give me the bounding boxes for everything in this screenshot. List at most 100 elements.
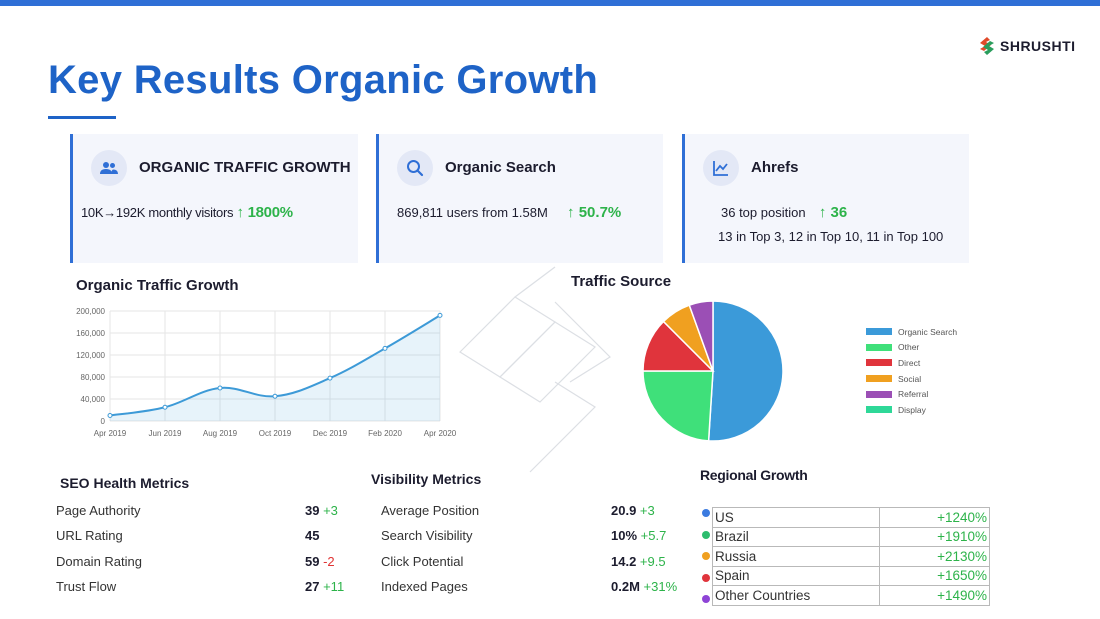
legend-swatch — [866, 390, 892, 398]
area-fill — [110, 315, 440, 421]
brand-name: SHRUSHTI — [1000, 38, 1076, 54]
traffic-source-legend: Organic Search Other Direct Social Referral D… — [866, 324, 957, 418]
data-point[interactable] — [327, 375, 333, 381]
data-point[interactable] — [437, 312, 443, 318]
card-title: ORGANIC TRAFFIC GROWTH — [139, 159, 351, 176]
legend-item[interactable]: Organic Search — [866, 324, 957, 340]
y-tick-label: 0 — [101, 417, 106, 426]
metric-delta: +11 — [319, 578, 345, 594]
regional-growth-title: Regional Growth — [700, 467, 808, 483]
region-name: Other Countries — [712, 585, 880, 606]
regional-growth-table: US +1240% Brazil +1910% Russia +2130% Spain +16… — [712, 507, 990, 606]
legend-label: Organic Search — [898, 326, 958, 337]
table-row: US +1240% — [712, 507, 990, 528]
region-name: US — [712, 507, 880, 528]
pie-slice[interactable] — [688, 300, 714, 372]
metric-value: 59 -2 — [305, 553, 335, 569]
legend-label: Display — [898, 404, 926, 415]
metric-label: Domain Rating — [56, 553, 142, 569]
card-line1: 10K→192K monthly visitors — [81, 205, 234, 220]
legend-swatch — [866, 343, 892, 351]
x-tick-label: Aug 2019 — [203, 429, 238, 438]
legend-label: Direct — [898, 357, 921, 368]
region-growth: +1650% — [879, 565, 990, 586]
card-organic-search: Organic Search 869,811 users from 1.58M … — [376, 134, 663, 263]
data-point[interactable] — [162, 404, 168, 410]
metric-delta: +3 — [319, 503, 338, 518]
legend-swatch — [866, 375, 892, 383]
metric-value: 45 — [305, 528, 320, 544]
region-color-dot — [702, 552, 710, 560]
card-title: Organic Search — [445, 159, 556, 176]
traffic-source-title: Traffic Source — [571, 273, 672, 290]
metric-value: 0.2M +31% — [611, 578, 678, 594]
traffic-growth-svg: 0 40,000 80,000 120,000 160,000 200,000 Apr 20… — [76, 307, 457, 438]
traffic-chart-title: Organic Traffic Growth — [76, 277, 239, 294]
title-underline — [48, 116, 116, 119]
metric-delta: +5.7 — [637, 528, 667, 544]
card-ahrefs: Ahrefs 36 top position ↑ 36 13 in Top 3,… — [682, 134, 969, 263]
region-growth: +1910% — [879, 526, 990, 547]
x-tick-label: Feb 2020 — [368, 429, 402, 438]
metric-value: 14.2 +9.5 — [611, 553, 666, 569]
legend-swatch — [866, 328, 892, 336]
y-tick-label: 200,000 — [76, 307, 105, 316]
data-point[interactable] — [217, 385, 223, 391]
data-point[interactable] — [382, 345, 388, 351]
x-tick-label: Apr 2019 — [94, 429, 127, 438]
metric-label: Average Position — [381, 503, 480, 518]
pie-slice[interactable] — [642, 370, 714, 442]
card-growth: ↑ 50.7% — [567, 204, 622, 221]
decorative-logo-outline — [459, 266, 611, 473]
brand-logo: SHRUSHTI — [978, 36, 1076, 56]
legend-item[interactable]: Display — [866, 402, 957, 418]
legend-label: Other — [898, 342, 920, 353]
card-line1: 36 top position — [721, 205, 806, 220]
card-growth: ↑ 1800% — [236, 204, 294, 221]
trend-chart-icon — [703, 150, 739, 186]
legend-swatch — [866, 406, 892, 414]
region-color-dot — [702, 573, 710, 582]
x-tick-label: Oct 2019 — [259, 429, 292, 438]
metric-delta: -2 — [319, 553, 335, 569]
metric-value: 39 +3 — [305, 503, 338, 518]
metric-value: 27 +11 — [305, 578, 345, 594]
region-growth: +2130% — [879, 546, 990, 567]
page-title: Key Results Organic Growth — [48, 58, 599, 102]
legend-item[interactable]: Other — [866, 340, 957, 356]
legend-item[interactable]: Direct — [866, 355, 957, 371]
metric-value: 10% +5.7 — [611, 528, 667, 544]
region-growth: +1490% — [879, 585, 990, 606]
y-tick-label: 40,000 — [81, 395, 106, 404]
metric-label: Page Authority — [56, 503, 141, 518]
legend-swatch — [866, 359, 892, 367]
metric-label: Search Visibility — [381, 528, 473, 544]
pie-slice[interactable] — [707, 300, 784, 442]
metric-value: 20.9 +3 — [611, 503, 655, 518]
metric-delta: +3 — [636, 503, 655, 518]
legend-item[interactable]: Social — [866, 371, 957, 387]
traffic-source-pie-svg — [642, 300, 784, 442]
data-point[interactable] — [107, 413, 113, 418]
card-detail: 10K→192K monthly visitors ↑ 1800% — [81, 204, 293, 221]
metric-label: URL Rating — [56, 528, 123, 544]
region-growth: +1240% — [879, 507, 990, 528]
table-row: Other Countries +1490% — [712, 585, 990, 606]
region-color-dot — [702, 530, 710, 539]
region-color-dot — [702, 509, 710, 517]
visibility-title: Visibility Metrics — [371, 471, 482, 487]
card-line1: 869,811 users from 1.58M — [397, 205, 548, 220]
x-tick-label: Jun 2019 — [149, 429, 182, 438]
table-row: Russia +2130% — [712, 546, 990, 567]
region-color-dot — [702, 595, 710, 603]
region-name: Brazil — [712, 526, 880, 547]
shrushti-logo-icon — [980, 37, 994, 55]
top-accent-bar — [0, 0, 1100, 6]
y-tick-label: 160,000 — [76, 329, 105, 338]
card-organic-traffic-growth: ORGANIC TRAFFIC GROWTH 10K→192K monthly … — [70, 134, 358, 263]
data-point[interactable] — [272, 393, 278, 399]
y-tick-label: 80,000 — [81, 373, 106, 382]
x-tick-label: Apr 2020 — [424, 429, 457, 438]
region-name: Spain — [712, 565, 880, 586]
legend-item[interactable]: Referral — [866, 386, 957, 402]
